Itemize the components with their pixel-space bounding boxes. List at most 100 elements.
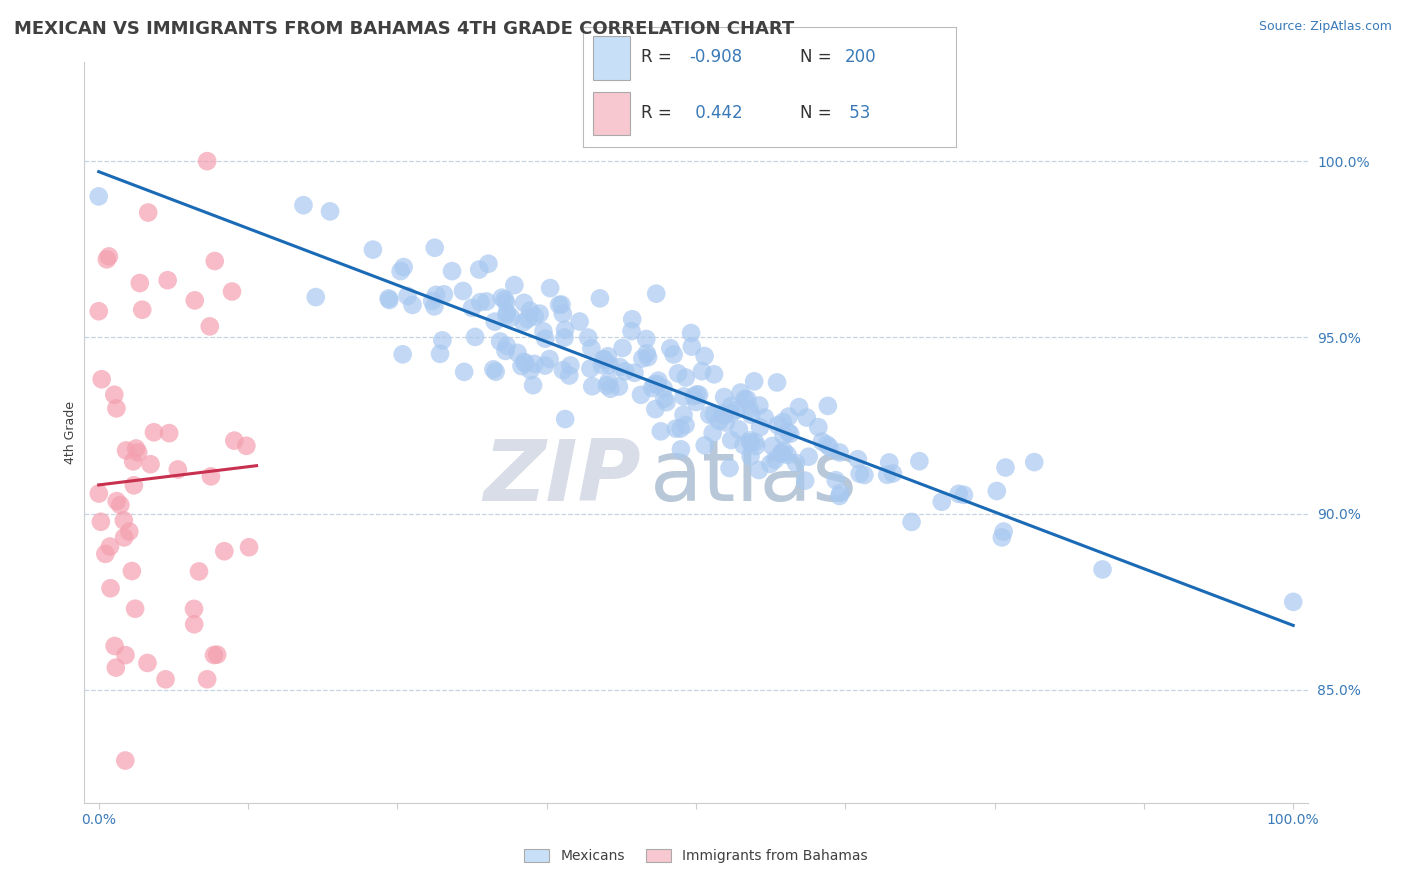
Point: [204, 254, 226, 268]
Point: [188, 565, 211, 579]
Point: [495, 343, 517, 358]
Point: [882, 467, 904, 481]
Text: R =: R =: [641, 48, 678, 67]
Point: [645, 377, 668, 392]
Point: [389, 264, 412, 278]
Point: [693, 349, 716, 363]
Point: [745, 439, 768, 453]
Point: [720, 407, 742, 421]
Point: [817, 399, 839, 413]
Point: [709, 414, 731, 428]
Point: [184, 293, 207, 308]
Point: [986, 483, 1008, 498]
Point: [637, 350, 659, 364]
Point: [748, 463, 770, 477]
Point: [811, 434, 834, 449]
Point: [423, 300, 446, 314]
Point: [714, 416, 737, 430]
Point: [636, 332, 658, 346]
Point: [224, 434, 246, 448]
Point: [740, 449, 762, 463]
Point: [183, 617, 205, 632]
Point: [763, 453, 786, 467]
Point: [877, 455, 900, 469]
Point: [740, 435, 762, 450]
Point: [931, 495, 953, 509]
Legend: Mexicans, Immigrants from Bahamas: Mexicans, Immigrants from Bahamas: [517, 842, 875, 870]
Point: [136, 205, 159, 219]
Point: [554, 323, 576, 337]
Point: [432, 334, 454, 348]
Point: [787, 400, 810, 414]
Point: [581, 379, 603, 393]
Point: [738, 434, 761, 448]
Point: [796, 410, 818, 425]
Point: [110, 498, 132, 512]
Point: [453, 365, 475, 379]
Point: [523, 357, 546, 371]
Point: [1091, 562, 1114, 576]
Point: [122, 454, 145, 468]
Point: [503, 278, 526, 293]
Point: [685, 395, 707, 409]
Point: [87, 304, 110, 318]
Point: [770, 447, 793, 461]
Point: [591, 358, 613, 372]
Point: [1024, 455, 1046, 469]
Point: [529, 307, 551, 321]
Point: [378, 293, 401, 307]
Point: [948, 487, 970, 501]
Point: [392, 260, 415, 274]
Point: [991, 530, 1014, 544]
Point: [90, 515, 112, 529]
Point: [554, 330, 576, 344]
Point: [235, 439, 257, 453]
Text: ZIP: ZIP: [484, 435, 641, 518]
Point: [815, 437, 838, 451]
Point: [725, 403, 748, 417]
Point: [494, 293, 516, 307]
Point: [136, 656, 159, 670]
Point: [681, 326, 703, 340]
Point: [766, 376, 789, 390]
Point: [720, 433, 742, 447]
Point: [876, 467, 898, 482]
Point: [1282, 595, 1305, 609]
Point: [693, 438, 716, 452]
Point: [621, 312, 644, 326]
Point: [122, 478, 145, 492]
Point: [830, 486, 852, 500]
Point: [506, 346, 529, 360]
Point: [828, 445, 851, 459]
Point: [713, 390, 735, 404]
Point: [669, 421, 692, 435]
Point: [377, 292, 399, 306]
Point: [560, 359, 582, 373]
Point: [761, 439, 783, 453]
Point: [523, 310, 546, 324]
Point: [491, 291, 513, 305]
Point: [534, 332, 557, 346]
Point: [513, 355, 536, 369]
Point: [599, 382, 621, 396]
Point: [778, 409, 800, 424]
Point: [496, 305, 519, 319]
Point: [772, 443, 794, 458]
Point: [198, 319, 221, 334]
Point: [846, 452, 869, 467]
Point: [636, 346, 658, 360]
Point: [776, 448, 799, 462]
Point: [558, 368, 581, 383]
Point: [157, 426, 180, 441]
Point: [655, 395, 678, 409]
Point: [538, 352, 561, 367]
Point: [598, 375, 620, 389]
Point: [98, 540, 121, 554]
Point: [87, 486, 110, 500]
Point: [652, 381, 675, 395]
Point: [551, 307, 574, 321]
Point: [754, 410, 776, 425]
Point: [576, 330, 599, 344]
Point: [650, 425, 672, 439]
Point: [495, 308, 517, 322]
